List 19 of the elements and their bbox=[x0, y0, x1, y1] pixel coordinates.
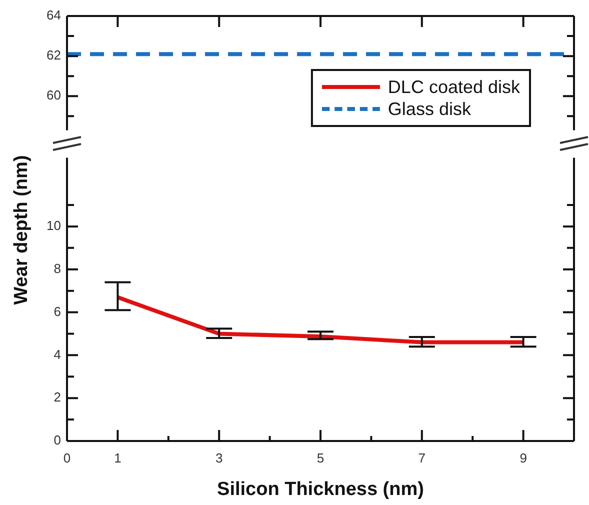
y-tick-label: 2 bbox=[54, 390, 61, 405]
x-tick-label: 5 bbox=[316, 450, 324, 466]
x-tick-label: 0 bbox=[63, 450, 71, 466]
x-tick-label: 3 bbox=[215, 450, 223, 466]
x-axis-title: Silicon Thickness (nm) bbox=[217, 478, 424, 500]
y-tick-label: 10 bbox=[46, 218, 61, 234]
y-tick-label: 6 bbox=[54, 304, 61, 319]
y-tick-label: 60 bbox=[46, 88, 61, 103]
y-axis-title: Wear depth (nm) bbox=[11, 155, 33, 305]
legend-label: Glass disk bbox=[388, 98, 472, 119]
y-tick-label: 64 bbox=[46, 8, 61, 23]
x-tick-label: 1 bbox=[114, 450, 122, 466]
text: DLC coated disk bbox=[388, 76, 520, 97]
y-tick-label: 62 bbox=[46, 48, 61, 63]
x-tick-label: 7 bbox=[418, 450, 426, 466]
x-tick-label: 9 bbox=[520, 450, 527, 466]
y-tick-label: 0 bbox=[54, 432, 61, 448]
y-tick-label: 4 bbox=[54, 346, 61, 362]
y-tick-label: 8 bbox=[54, 260, 61, 276]
